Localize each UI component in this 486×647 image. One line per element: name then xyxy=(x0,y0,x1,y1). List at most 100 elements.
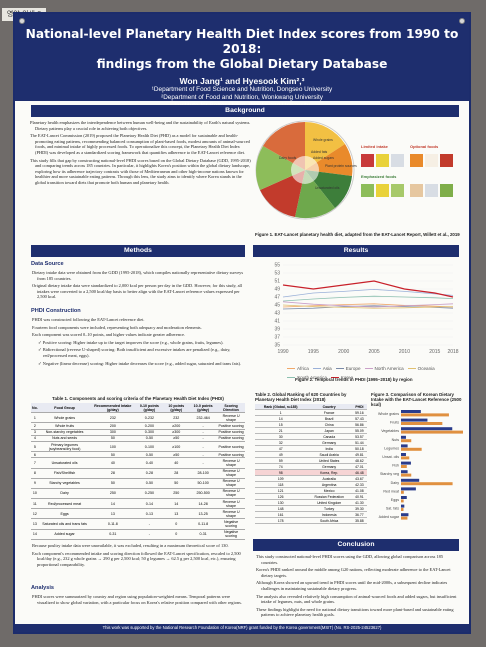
table-2-row: 126 Russian Federation 40.91 xyxy=(255,493,367,500)
table-2-cell: 35.88 xyxy=(351,517,367,524)
table-2-cell: Brazil xyxy=(306,415,352,422)
table-2-header: Rank (Global, n=185) xyxy=(255,404,307,410)
data-source-text: Dietary intake data were obtained from t… xyxy=(31,270,245,302)
table-2-row: 49 Saudi Arabia 49.81 xyxy=(255,451,367,458)
table-2-cell: 109 xyxy=(255,475,307,482)
table-2-cell: Canada xyxy=(306,433,352,440)
table-1-cell: - xyxy=(135,529,164,540)
table-1-cell: Reverse U shape xyxy=(217,498,245,510)
table-1-cell: 28 xyxy=(163,468,190,479)
table-2-cell: 14 xyxy=(255,415,307,422)
table-1-cell: Reverse U shape xyxy=(217,488,245,500)
category-label: Unsat. oils xyxy=(382,455,399,459)
bar-eat-lancet xyxy=(401,413,449,417)
bar-eat-lancet xyxy=(401,447,422,451)
table-2-row: 47 India 50.18 xyxy=(255,445,367,452)
table-2-header: Country xyxy=(306,404,352,410)
table-2-cell: 126 xyxy=(255,493,307,500)
table-1-cell: 12 xyxy=(31,508,39,520)
legend-swatch xyxy=(335,368,344,370)
phdi-text: PHDI was constructed following the EAT-L… xyxy=(31,317,245,368)
table-1-cell: - xyxy=(189,422,218,430)
figure-3-caption: Figure 3. Comparison of Korean Dietary I… xyxy=(371,392,462,407)
table-1-cell: 0-14 xyxy=(135,498,164,510)
table-1-cell: ≥100 xyxy=(163,441,190,453)
conclusion-bullet-5: These findings highlight the need for na… xyxy=(256,606,454,618)
table-1-cell: Fish/Shellfish xyxy=(38,468,91,479)
table-2-row: 178 South Africa 35.88 xyxy=(255,517,367,524)
emphasized-foods-label: Emphasized foods xyxy=(361,174,397,179)
phdi-bullet-1: PHDI was constructed following the EAT-L… xyxy=(32,317,145,322)
table-1-cell: 7 xyxy=(31,457,39,469)
background-bullet-2: The EAT-Lancet Commission (2019) propose… xyxy=(30,133,250,155)
table-2-row: 32 Germany 51.44 xyxy=(255,439,367,446)
table-1-cell: 0 xyxy=(163,518,190,530)
methods-note-1: Because poultry intake data were unavail… xyxy=(32,543,229,548)
table-2-cell: India xyxy=(306,445,352,452)
table-1-cell: 13 xyxy=(163,508,190,520)
table-1-cell: 9 xyxy=(31,478,39,489)
analysis-text: PHDI scores were summarized by country a… xyxy=(31,594,245,607)
table-2-cell: 1 xyxy=(255,409,307,416)
table-1-cell: 0-200 xyxy=(135,422,164,430)
table-1-cell: 28-100 xyxy=(189,468,218,479)
category-label: Nuts xyxy=(392,438,400,442)
legend-item: Korea xyxy=(330,375,353,381)
x-tick-label: 1995 xyxy=(308,349,319,355)
table-1-caption: Table 1. Components and scoring criteria… xyxy=(52,396,224,401)
table-1-header: No. xyxy=(31,403,39,414)
table-1-cell: 5 xyxy=(31,441,39,453)
table-1-grid: No. Food Group Recommended Intake (g/day… xyxy=(31,403,245,540)
table-2-cell: 36.77 xyxy=(351,511,367,518)
table-1-cell: Reverse U shape xyxy=(217,468,245,479)
table-1-cell: 14 xyxy=(31,529,39,540)
table-2-cell: 50.18 xyxy=(351,445,367,452)
background-text: Planetary health emphasizes the interdep… xyxy=(29,120,251,188)
table-1-cell: 14-28 xyxy=(189,498,218,510)
table-2-row: 148 Turkey 39.30 xyxy=(255,505,367,512)
background-bullet-1: Planetary health emphasizes the interdep… xyxy=(30,120,251,131)
figure-2: 35 37 39 41 43 45 47 49 51 53 55 1990 1995 2000 2005 20… xyxy=(253,259,461,381)
table-1-cell: 232 xyxy=(90,412,136,424)
table-1-cell: 0-31 xyxy=(90,529,136,540)
table-2-cell: Japan xyxy=(306,427,352,434)
table-1-cell: Whole grains xyxy=(38,412,91,424)
table-1-cell: Starchy vegetables xyxy=(38,478,91,489)
table-1-cell xyxy=(38,451,91,459)
table-2-cell: 59 xyxy=(255,457,307,464)
table-1-cell: 0-40 xyxy=(135,457,164,469)
table-2-cell: 48.62 xyxy=(351,457,367,464)
plate-label-unsaturated-oils: Unsaturated oils xyxy=(315,186,340,190)
table-1-header: 10-0 points (g/day) xyxy=(189,403,218,414)
bar-korea xyxy=(401,470,408,474)
analysis-bullet-1: PHDI scores were summarized by country a… xyxy=(32,594,242,605)
table-2-cell: United Kingdom xyxy=(306,499,352,506)
limited-intake-label: Limited intake xyxy=(361,144,388,149)
table-1-cell: 13-25 xyxy=(189,508,218,520)
category-label: Legumes xyxy=(384,446,399,450)
bar-eat-lancet xyxy=(401,482,453,486)
series-line-asia xyxy=(282,288,454,298)
table-1-cell: 40 xyxy=(90,457,136,469)
series-line-africa xyxy=(282,303,454,308)
title-line-1: National-level Planetary Health Diet Ind… xyxy=(25,27,459,56)
bar-korea xyxy=(401,418,428,422)
table-2-row: 1 France 59.16 xyxy=(255,409,367,416)
legend-swatch xyxy=(407,368,416,370)
y-tick-label: 47 xyxy=(274,295,280,301)
conclusion-bullet-4: The analysis also revealed relatively hi… xyxy=(256,593,457,605)
plate-label-added-sugars: Added sugars xyxy=(313,156,334,160)
table-2-cell: Germany xyxy=(306,439,352,446)
table-2-row: 98 Korea, Rep. 46.48 xyxy=(255,469,367,476)
bar-eat-lancet xyxy=(401,473,412,477)
plate-label-dairy: Dairy foods xyxy=(279,156,297,160)
data-source-heading: Data Source xyxy=(31,261,64,267)
table-2-cell: 41.30 xyxy=(351,499,367,506)
bar-eat-lancet xyxy=(401,508,404,511)
table-2-cell: Germany xyxy=(306,463,352,470)
table-2-row: 109 Australia 43.67 xyxy=(255,475,367,482)
table-1-cell: 50 xyxy=(90,435,136,442)
table-1-cell: 250 xyxy=(163,488,190,500)
y-tick-label: 51 xyxy=(274,279,280,285)
table-2-cell: 118 xyxy=(255,481,307,488)
